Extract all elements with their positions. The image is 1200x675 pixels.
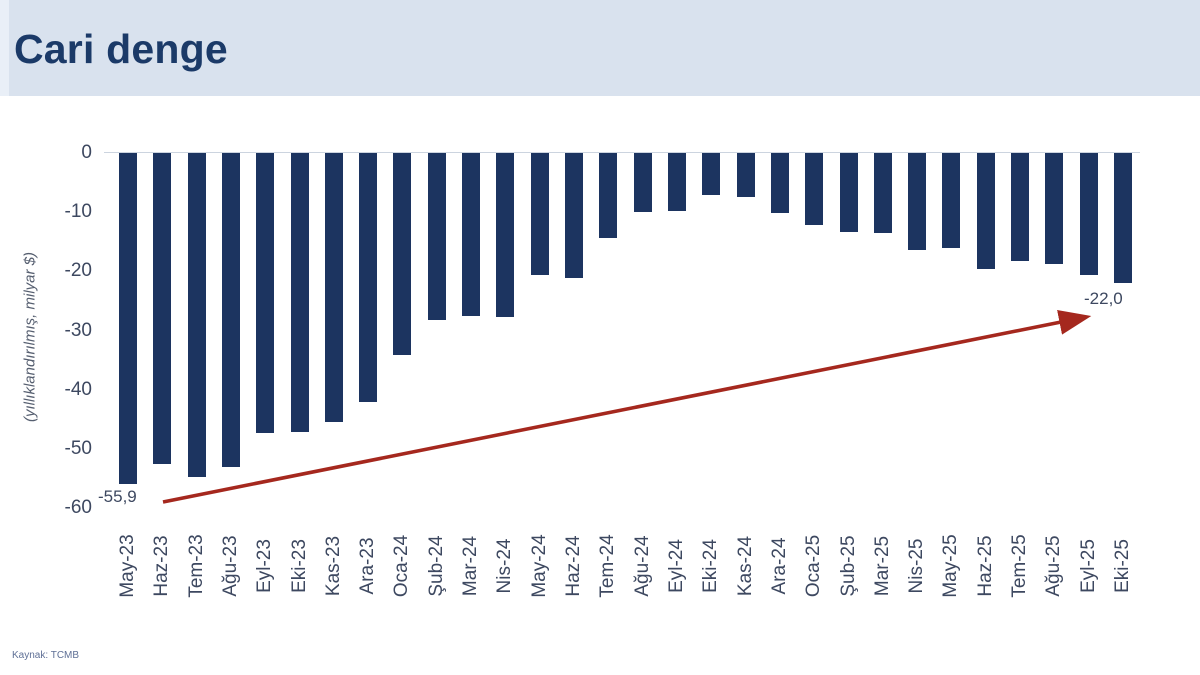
x-axis-label: Kas-23 [322, 535, 344, 597]
x-axis-label: Eki-24 [700, 539, 722, 593]
x-axis-label: Tem-23 [185, 534, 207, 598]
y-tick-label: 0 [81, 142, 92, 163]
y-tick-label: -20 [64, 260, 92, 282]
header-left-accent [0, 0, 9, 96]
x-axis-label: Haz-24 [563, 535, 585, 597]
bar-Eki-25 [1113, 153, 1132, 284]
x-axis-label: Eyl-25 [1077, 539, 1099, 593]
x-axis-label: Tem-24 [597, 534, 619, 598]
bar-Mar-24 [462, 153, 481, 317]
bar-Haz-24 [565, 153, 584, 279]
x-axis-label: May-25 [940, 534, 962, 598]
x-axis-label: Ara-24 [768, 537, 790, 595]
annotation-start-value: -55,9 [98, 487, 137, 506]
x-axis-label: Eki-23 [288, 539, 310, 593]
y-tick-label: -40 [64, 378, 92, 400]
bar-Ağu-24 [633, 153, 652, 213]
bar-Şub-24 [427, 153, 446, 320]
bar-Tem-25 [1011, 153, 1030, 261]
source-note: Kaynak: TCMB [12, 650, 80, 661]
bar-Ağu-23 [221, 153, 240, 467]
annotation-end-value: -22,0 [1084, 289, 1123, 308]
x-axis-label: Ağu-25 [1043, 535, 1065, 597]
bar-Tem-23 [187, 153, 206, 477]
bar-Oca-24 [393, 153, 412, 355]
x-axis-label: Kas-24 [734, 535, 756, 597]
bar-Ara-24 [770, 153, 789, 214]
y-tick-label: -10 [64, 201, 92, 223]
bar-Mar-25 [873, 153, 892, 234]
x-axis-label: Haz-23 [151, 535, 173, 597]
x-axis-label: May-23 [117, 534, 138, 598]
bar-Eyl-25 [1079, 153, 1098, 275]
bar-May-24 [530, 153, 549, 276]
x-axis-label: May-24 [528, 534, 550, 598]
bar-Tem-24 [599, 153, 618, 239]
bar-Nis-25 [908, 153, 927, 251]
y-tick-label: -60 [64, 497, 92, 518]
bar-Kas-24 [736, 153, 755, 197]
bar-Ağu-25 [1045, 153, 1064, 264]
bar-Nis-24 [496, 153, 515, 318]
x-axis-label: Eki-25 [1111, 539, 1133, 593]
x-axis-label: Mar-24 [460, 535, 482, 597]
x-axis-label: Ağu-23 [219, 535, 241, 597]
x-axis-label: Nis-24 [494, 538, 516, 594]
bar-Haz-25 [976, 153, 995, 269]
x-axis-label: Oca-24 [391, 534, 413, 598]
x-axis-label: Ağu-24 [631, 535, 653, 597]
bar-Oca-25 [805, 153, 824, 226]
x-axis-label: Mar-25 [871, 535, 893, 597]
x-axis-label: Oca-25 [803, 534, 825, 598]
header: Cari denge [0, 0, 1200, 96]
x-axis-label: Haz-25 [974, 535, 996, 597]
bar-May-25 [942, 153, 961, 249]
zero-axis-line [104, 152, 1140, 153]
y-tick-label: -50 [64, 437, 92, 459]
bar-Haz-23 [153, 153, 172, 464]
x-axis-label: Şub-25 [837, 535, 859, 597]
x-axis-label: Tem-25 [1009, 534, 1031, 598]
x-axis-label: Eyl-23 [254, 539, 276, 593]
bar-May-23 [119, 153, 137, 484]
bar-Şub-25 [839, 153, 858, 232]
bar-Kas-23 [324, 153, 343, 423]
x-axis-label: Eyl-24 [665, 539, 687, 593]
bar-Eyl-23 [256, 153, 275, 433]
bar-Eki-24 [702, 153, 721, 195]
x-axis-label: Ara-23 [357, 537, 379, 595]
bar-Eyl-24 [667, 153, 686, 211]
page-title: Cari denge [14, 26, 228, 72]
bar-Eki-23 [290, 153, 309, 432]
x-axis-label: Nis-25 [906, 538, 928, 594]
x-axis-label: Şub-24 [425, 535, 447, 597]
bar-Ara-23 [359, 153, 378, 402]
y-tick-label: -30 [64, 319, 92, 341]
y-axis-ticks: 0 -10 -20 -30 -40 -50 -60 [0, 0, 92, 675]
